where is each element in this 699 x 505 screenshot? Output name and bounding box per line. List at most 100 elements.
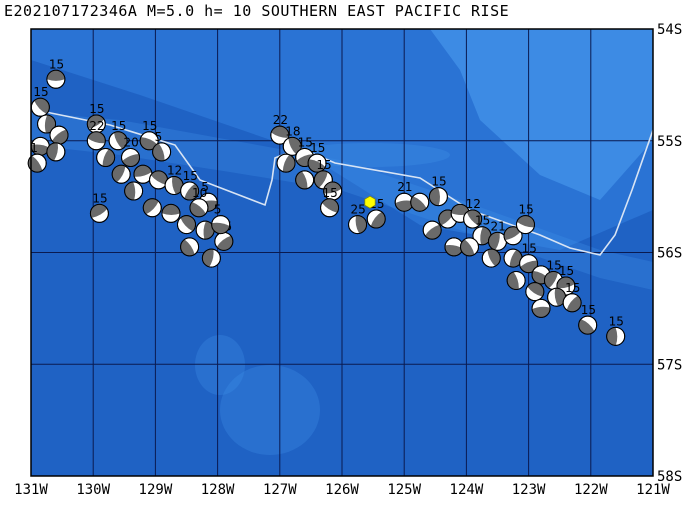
focal-mechanism	[142, 198, 162, 218]
mechanism-depth-label: 15	[546, 258, 561, 272]
focal-mechanism	[481, 248, 501, 268]
mechanism-depth-label: 20	[124, 136, 139, 150]
mechanism-depth-label: 15	[142, 119, 157, 133]
focal-mechanism	[460, 237, 480, 257]
lon-tick-label: 121W	[636, 482, 670, 498]
mechanism-depth-label: 21	[397, 180, 412, 194]
mechanism-depth-label: 15	[431, 175, 446, 189]
mechanism-depth-label: 15	[111, 119, 126, 133]
map-title: E202107172346A M=5.0 h= 10 SOUTHERN EAST…	[4, 2, 510, 20]
lat-tick-label: 58S	[657, 469, 682, 485]
lon-tick-label: 130W	[76, 482, 110, 498]
focal-mechanism	[578, 315, 598, 335]
focal-mechanism	[86, 131, 106, 151]
lon-tick-label: 123W	[512, 482, 546, 498]
mechanism-depth-label: 15	[316, 158, 331, 172]
lat-tick-label: 56S	[657, 246, 682, 262]
focal-mechanism	[27, 153, 47, 173]
focal-mechanism	[276, 153, 296, 173]
focal-mechanism	[46, 69, 66, 89]
focal-mechanism	[270, 125, 290, 145]
mechanism-depth-label: 12	[167, 163, 182, 177]
focal-mechanism	[86, 114, 106, 134]
focal-mechanism	[96, 148, 116, 168]
focal-mechanism	[89, 203, 109, 223]
focal-mechanism	[295, 170, 315, 190]
focal-mechanism	[320, 198, 340, 218]
mechanism-depth-label: 15	[310, 141, 325, 155]
mechanism-depth-label: 15	[565, 281, 580, 295]
mechanism-depth-label: 15	[323, 186, 338, 200]
lon-tick-label: 129W	[139, 482, 173, 498]
mechanism-depth-label: 15	[183, 169, 198, 183]
mechanism-depth-label: 15	[522, 242, 537, 256]
focal-mechanism	[562, 293, 582, 313]
mechanism-depth-label: 15	[609, 314, 624, 328]
focal-mechanism	[282, 136, 302, 156]
focal-mechanism	[428, 187, 448, 207]
focal-mechanisms: 1515115221520155121551015515221815151515…	[27, 57, 626, 346]
mechanism-depth-label: 10	[192, 186, 207, 200]
focal-mechanism	[180, 181, 200, 201]
focal-mechanism	[307, 153, 327, 173]
focal-mechanism	[180, 237, 200, 257]
shallow-blob	[195, 335, 245, 395]
focal-mechanism	[177, 215, 196, 235]
focal-mechanism	[525, 282, 545, 302]
lon-tick-label: 124W	[450, 482, 484, 498]
lon-tick-label: 127W	[263, 482, 297, 498]
focal-mechanism	[189, 198, 209, 218]
ridge-axis	[30, 108, 654, 256]
focal-mechanism	[531, 298, 551, 318]
mechanism-depth-label: 15	[89, 102, 104, 116]
focal-mechanism	[211, 215, 231, 235]
focal-mechanism	[49, 125, 69, 145]
focal-mechanism	[450, 203, 470, 223]
focal-mechanism	[111, 164, 131, 184]
mechanism-depth-label: 22	[273, 113, 288, 127]
mechanism-depth-label: 15	[475, 214, 490, 228]
focal-mechanism	[121, 148, 141, 168]
mechanism-depth-label: 15	[49, 57, 64, 71]
lon-tick-label: 126W	[325, 482, 359, 498]
focal-mechanism	[463, 209, 483, 229]
focal-mechanism	[472, 226, 492, 246]
focal-mechanism	[161, 203, 181, 223]
mechanism-depth-label: 25	[351, 203, 366, 217]
focal-mechanism	[108, 131, 128, 151]
mechanism-depth-label: 22	[89, 119, 104, 133]
focal-mechanism	[366, 209, 386, 229]
focal-mechanism	[46, 142, 66, 162]
shallow-blob	[220, 365, 320, 455]
focal-mechanism	[410, 192, 430, 212]
lat-tick-label: 57S	[657, 357, 682, 373]
mechanism-depth-label: 15	[33, 85, 48, 99]
lon-tick-label: 125W	[387, 482, 421, 498]
mechanism-depth-label: 5	[201, 180, 209, 194]
mechanism-depth-label: 21	[491, 219, 506, 233]
mechanism-depth-label: 1	[30, 141, 38, 155]
focal-mechanism	[139, 131, 159, 151]
mechanism-depth-label: 15	[581, 303, 596, 317]
mechanism-depth-label: 15	[559, 264, 574, 278]
mechanism-depth-label: 15	[518, 203, 533, 217]
lat-tick-label: 54S	[657, 22, 682, 38]
focal-mechanism	[506, 270, 526, 290]
focal-mechanism	[152, 142, 172, 162]
lon-tick-label: 131W	[14, 482, 48, 498]
focal-mechanism	[422, 220, 442, 240]
map-frame	[30, 28, 654, 477]
ridge-band	[31, 112, 653, 290]
mechanism-depth-label: 5	[214, 203, 222, 217]
focal-mechanism	[214, 231, 234, 251]
lon-tick-label: 122W	[574, 482, 608, 498]
axis-ticks: 131W 130W 129W 128W 127W 126W 125W 124W 123W 122W…	[14, 22, 682, 498]
focal-mechanism	[201, 248, 221, 268]
focal-mechanism	[30, 97, 50, 117]
focal-mechanism	[124, 181, 144, 201]
ocean-shallow	[430, 29, 653, 200]
mechanism-depth-label: 12	[466, 197, 481, 211]
focal-mechanism	[606, 326, 626, 346]
focal-mechanism	[348, 215, 368, 235]
